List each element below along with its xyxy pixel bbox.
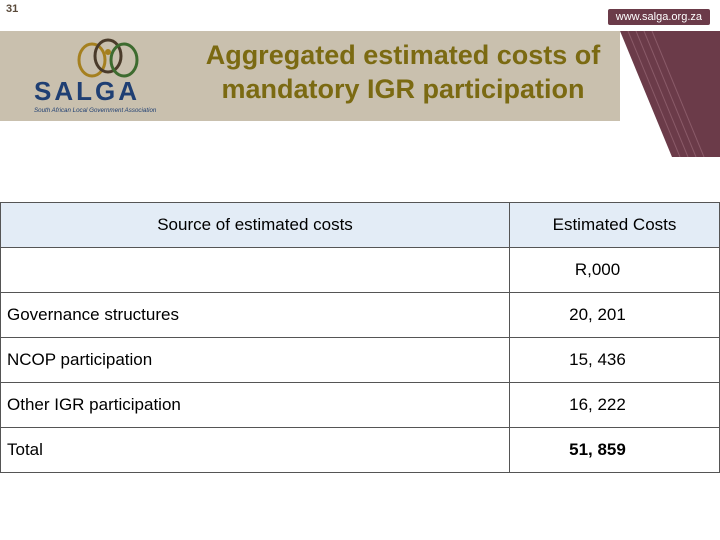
corner-decoration [620, 31, 720, 157]
svg-text:South African Local Government: South African Local Government Associati… [34, 107, 157, 114]
row-source: NCOP participation [0, 337, 510, 383]
svg-text:SALGA: SALGA [34, 76, 140, 106]
column-header-source: Source of estimated costs [0, 202, 510, 248]
unit-row: R,000 [0, 247, 720, 293]
title-line-2: mandatory IGR participation [221, 74, 585, 104]
salga-logo: SALGA South African Local Government Ass… [34, 38, 157, 114]
total-label: Total [0, 427, 510, 473]
table-row: NCOP participation 15, 436 [0, 337, 720, 383]
title-line-1: Aggregated estimated costs of [205, 40, 601, 70]
table-row: Governance structures 20, 201 [0, 292, 720, 338]
top-bar: 31 www.salga.org.za [0, 0, 720, 31]
costs-table: Source of estimated costs Estimated Cost… [0, 202, 720, 473]
row-cost: 16, 222 [509, 382, 720, 428]
header-band [0, 31, 620, 121]
row-source: Other IGR participation [0, 382, 510, 428]
unit-row-blank [0, 247, 510, 293]
row-cost: 20, 201 [509, 292, 720, 338]
unit-label: R,000 [509, 247, 720, 293]
total-row: Total 51, 859 [0, 427, 720, 473]
table-header-row: Source of estimated costs Estimated Cost… [0, 202, 720, 248]
row-cost: 15, 436 [509, 337, 720, 383]
website-url[interactable]: www.salga.org.za [607, 9, 710, 25]
slide-number: 31 [6, 3, 19, 15]
table-row: Other IGR participation 16, 222 [0, 382, 720, 428]
page-title: Aggregated estimated costs of mandatory … [198, 38, 608, 106]
column-header-cost: Estimated Costs [509, 202, 720, 248]
row-source: Governance structures [0, 292, 510, 338]
logo-emblem-icon [77, 38, 139, 78]
total-cost: 51, 859 [509, 427, 720, 473]
